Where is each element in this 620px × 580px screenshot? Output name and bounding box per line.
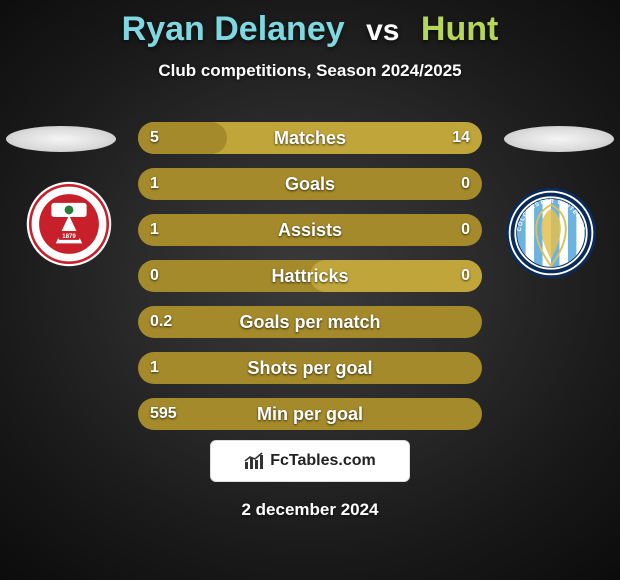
- stat-label: Min per goal: [138, 398, 482, 430]
- comparison-title: Ryan Delaney vs Hunt: [0, 0, 620, 49]
- stat-label: Assists: [138, 214, 482, 246]
- player2-name: Hunt: [421, 10, 498, 48]
- stat-label: Matches: [138, 122, 482, 154]
- stat-row: 00Hattricks: [138, 260, 482, 292]
- subtitle: Club competitions, Season 2024/2025: [0, 61, 620, 81]
- vs-label: vs: [366, 14, 399, 47]
- brand-label: FcTables.com: [270, 452, 376, 470]
- right-pedestal: [504, 126, 614, 152]
- stat-row: 595Min per goal: [138, 398, 482, 430]
- stat-label: Hattricks: [138, 260, 482, 292]
- svg-text:1879: 1879: [62, 233, 76, 240]
- stat-label: Goals per match: [138, 306, 482, 338]
- player1-name: Ryan Delaney: [122, 10, 345, 48]
- stat-row: 1Shots per goal: [138, 352, 482, 384]
- stat-row: 10Goals: [138, 168, 482, 200]
- left-pedestal: [6, 126, 116, 152]
- colchester-united-crest: COLCHESTER UNITED FC: [504, 186, 598, 280]
- brand-chart-icon: [244, 452, 266, 470]
- stat-row: 10Assists: [138, 214, 482, 246]
- stat-row: 514Matches: [138, 122, 482, 154]
- stats-container: 514Matches 10Goals 10Assists 00Hattricks 0.2…: [138, 122, 482, 444]
- swindon-town-crest: 1879: [25, 180, 113, 268]
- footer-date: 2 december 2024: [0, 500, 620, 520]
- stat-label: Shots per goal: [138, 352, 482, 384]
- stat-row: 0.2Goals per match: [138, 306, 482, 338]
- stat-label: Goals: [138, 168, 482, 200]
- brand-pill[interactable]: FcTables.com: [210, 440, 410, 482]
